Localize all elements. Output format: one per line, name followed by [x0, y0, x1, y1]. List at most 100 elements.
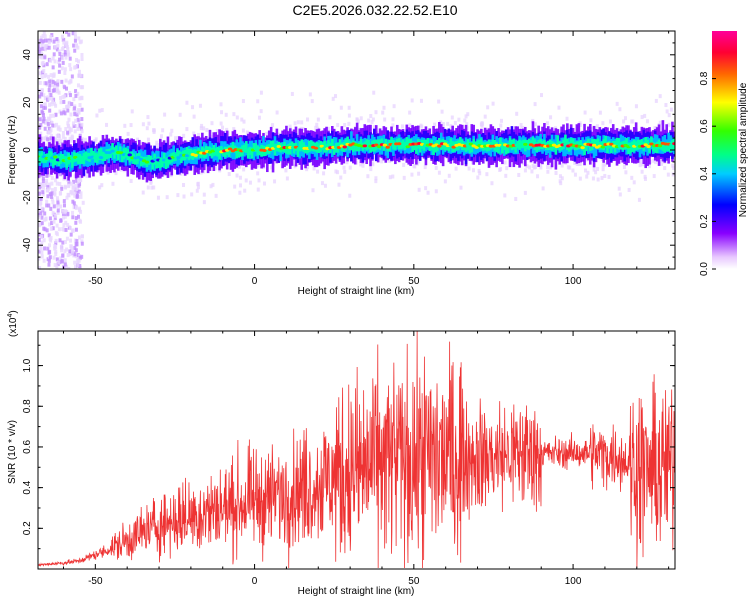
spectrogram-band-cell	[90, 147, 93, 160]
spectrogram-noise-cell	[43, 34, 47, 39]
spectrogram-noise-cell	[382, 105, 386, 110]
spectrogram-x-tick-label: -50	[88, 276, 103, 287]
spectrogram-noise-cell	[185, 100, 189, 105]
spectrogram-band-cell	[355, 143, 359, 152]
spectrogram-noise-cell	[424, 186, 428, 191]
spectrogram-noise-cell	[601, 167, 605, 172]
spectrogram-noise-cell	[66, 104, 70, 109]
spectrogram-noise-cell	[498, 128, 502, 133]
spectrogram-noise-cell	[61, 240, 65, 245]
spectrogram-band-cell	[239, 137, 242, 155]
spectrogram-noise-cell	[388, 175, 392, 180]
spectrogram-noise-cell	[578, 176, 582, 181]
spectrogram-noise-cell	[439, 120, 443, 125]
spectrogram-noise-cell	[347, 105, 351, 110]
spectrogram-heatmap	[38, 31, 675, 269]
spectrogram-noise-cell	[257, 178, 261, 183]
spectrogram-noise-cell	[49, 58, 53, 63]
spectrogram-noise-cell	[43, 38, 47, 43]
spectrogram-band-cell	[520, 140, 523, 149]
spectrogram-noise-cell	[667, 122, 671, 127]
spectrogram-noise-cell	[50, 191, 54, 196]
spectrogram-x-tick-label: 100	[565, 276, 582, 287]
spectrogram-noise-cell	[73, 129, 77, 134]
spectrogram-band-cell	[413, 141, 416, 151]
spectrogram-noise-cell	[259, 109, 263, 114]
spectrogram-noise-cell	[39, 123, 43, 128]
spectrogram-noise-cell	[237, 164, 241, 169]
spectrogram-band-cell	[606, 141, 609, 154]
spectrogram-noise-cell	[196, 185, 200, 190]
spectrogram-band-cell	[384, 141, 388, 156]
spectrogram-noise-cell	[60, 34, 64, 39]
spectrogram-noise-cell	[78, 206, 82, 211]
spectrogram-noise-cell	[343, 123, 347, 128]
spectrogram-noise-cell	[59, 256, 63, 261]
spectrogram-noise-cell	[73, 191, 77, 196]
spectrogram-noise-cell	[53, 244, 57, 249]
spectrogram-noise-cell	[334, 94, 338, 99]
spectrogram-noise-cell	[38, 191, 41, 196]
spectrogram-band-cell	[185, 147, 189, 159]
colorbar-ticks: 0.0 0.2 0.4 0.6 0.8	[699, 71, 716, 276]
spectrogram-noise-cell	[55, 196, 59, 201]
spectrogram-noise-cell	[515, 111, 519, 116]
spectrogram-noise-cell	[459, 185, 463, 190]
spectrogram-noise-cell	[624, 170, 628, 175]
spectrogram-noise-cell	[68, 136, 72, 141]
spectrogram-noise-cell	[63, 67, 67, 72]
spectrogram-band-cell	[120, 154, 124, 163]
spectrogram-ridge-cell	[451, 145, 456, 149]
spectrogram-noise-cell	[51, 56, 55, 61]
spectrogram-noise-cell	[55, 181, 59, 186]
spectrogram-noise-cell	[288, 124, 292, 129]
spectrogram-ridge-cell	[202, 151, 207, 155]
spectrogram-noise-cell	[499, 123, 503, 128]
spectrogram-noise-cell	[159, 134, 163, 139]
spectrogram-noise-cell	[67, 184, 71, 189]
spectrogram-noise-cell	[176, 193, 180, 198]
spectrogram-band-cell	[596, 138, 600, 146]
spectrogram-noise-cell	[311, 188, 315, 193]
spectrogram-noise-cell	[477, 168, 481, 173]
spectrogram-ridge-cell	[580, 146, 585, 150]
spectrogram-noise-cell	[80, 57, 84, 62]
spectrogram-noise-cell	[296, 120, 300, 125]
spectrogram-noise-cell	[100, 108, 104, 113]
spectrogram-noise-cell	[76, 91, 80, 96]
spectrogram-noise-cell	[48, 249, 52, 254]
spectrogram-noise-cell	[49, 226, 53, 231]
spectrogram-noise-cell	[41, 119, 45, 124]
spectrogram-noise-cell	[374, 179, 378, 184]
spectrogram-noise-cell	[557, 105, 561, 110]
spectrogram-noise-cell	[59, 111, 63, 116]
spectrogram-noise-cell	[58, 191, 62, 196]
spectrogram-noise-cell	[43, 246, 47, 251]
spectrogram-noise-cell	[50, 33, 54, 38]
spectrogram-noise-cell	[114, 171, 118, 176]
spectrogram-noise-cell	[47, 243, 51, 248]
colorbar-tick-label: 0.6	[699, 119, 710, 133]
spectrogram-noise-cell	[54, 249, 58, 254]
spectrogram-noise-cell	[71, 135, 75, 140]
spectrogram-noise-cell	[49, 236, 53, 241]
spectrogram-noise-cell	[374, 176, 378, 181]
spectrogram-noise-cell	[78, 256, 82, 261]
spectrogram-band-cell	[92, 150, 95, 160]
spectrogram-noise-cell	[447, 173, 451, 178]
spectrogram-noise-cell	[66, 108, 70, 113]
spectrogram-noise-cell	[637, 197, 641, 202]
spectrogram-noise-cell	[41, 178, 45, 183]
spectrogram-noise-cell	[214, 166, 218, 171]
spectrogram-noise-cell	[256, 171, 260, 176]
spectrogram-noise-cell	[83, 137, 87, 142]
spectrogram-noise-cell	[66, 192, 70, 197]
spectrogram-noise-cell	[73, 246, 77, 251]
spectrogram-noise-cell	[423, 165, 427, 170]
spectrogram-noise-cell	[47, 126, 51, 131]
spectrogram-ridge-cell	[227, 147, 233, 151]
spectrogram-noise-cell	[52, 204, 56, 209]
spectrogram-band-cell	[474, 141, 477, 149]
spectrogram-noise-cell	[594, 170, 598, 175]
spectrogram-noise-cell	[315, 122, 319, 127]
